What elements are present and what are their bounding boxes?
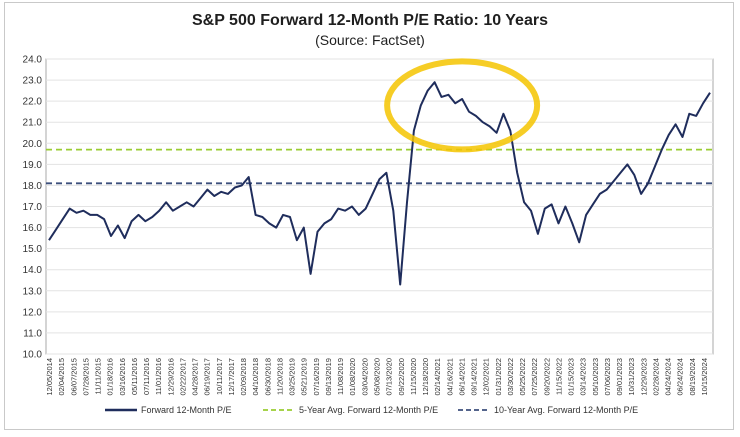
x-tick-label: 01/18/2016 — [106, 358, 115, 396]
y-tick-label: 13.0 — [23, 286, 43, 297]
y-tick-label: 21.0 — [23, 118, 43, 129]
chart-title: S&P 500 Forward 12-Month P/E Ratio: 10 Y… — [192, 12, 548, 29]
x-tick-label: 09/22/2020 — [397, 358, 406, 396]
x-tick-label: 05/25/2022 — [518, 358, 527, 396]
x-tick-label: 12/05/2014 — [45, 358, 54, 396]
x-tick-label: 04/10/2018 — [251, 358, 260, 396]
legend-label-10yr-avg: 10-Year Avg. Forward 12-Month P/E — [494, 405, 638, 415]
x-tick-label: 05/08/2020 — [373, 358, 382, 396]
x-tick-label: 10/11/2017 — [215, 358, 224, 395]
y-axis-ticks: 10.0 11.0 12.0 13.0 14.0 15.0 16.0 17.0 18.0 19.0… — [23, 55, 43, 361]
x-tick-label: 02/04/2015 — [57, 358, 66, 396]
legend: Forward 12-Month P/E 5-Year Avg. Forward… — [105, 405, 638, 415]
y-tick-label: 23.0 — [23, 76, 43, 87]
x-tick-label: 01/08/2020 — [348, 358, 357, 396]
x-tick-label: 07/28/2015 — [81, 358, 90, 396]
legend-label-forward-pe: Forward 12-Month P/E — [141, 405, 232, 415]
grid-lines — [46, 58, 713, 355]
y-tick-label: 15.0 — [23, 244, 43, 255]
x-tick-label: 02/14/2021 — [433, 358, 442, 396]
y-tick-label: 20.0 — [23, 139, 43, 150]
x-tick-label: 11/01/2016 — [154, 358, 163, 395]
y-tick-label: 18.0 — [23, 181, 43, 192]
y-tick-label: 24.0 — [23, 55, 43, 66]
x-tick-label: 12/18/2020 — [421, 358, 430, 396]
x-tick-label: 06/30/2018 — [263, 358, 272, 396]
x-tick-label: 02/22/2017 — [178, 358, 187, 396]
y-tick-label: 10.0 — [23, 350, 43, 361]
x-tick-label: 11/20/2018 — [275, 358, 284, 395]
x-tick-label: 06/24/2024 — [676, 358, 685, 396]
x-axis-ticks: 12/05/2014 02/04/2015 06/07/2015 07/28/2015… — [45, 358, 709, 396]
x-tick-label: 01/15/2023 — [567, 358, 576, 396]
x-tick-label: 07/25/2022 — [530, 358, 539, 396]
x-tick-label: 05/10/2023 — [591, 358, 600, 396]
x-tick-label: 06/14/2021 — [457, 358, 466, 396]
x-tick-label: 03/25/2019 — [288, 358, 297, 396]
x-tick-label: 07/11/2016 — [142, 358, 151, 395]
x-tick-label: 09/13/2019 — [324, 358, 333, 396]
reference-lines — [46, 148, 713, 185]
x-tick-label: 05/21/2019 — [300, 358, 309, 396]
y-tick-label: 22.0 — [23, 97, 43, 108]
x-tick-label: 07/16/2019 — [312, 358, 321, 396]
y-tick-label: 17.0 — [23, 202, 43, 213]
series-line-forward-pe — [48, 81, 711, 286]
x-tick-label: 05/11/2016 — [130, 358, 139, 395]
x-tick-label: 02/28/2024 — [651, 358, 660, 396]
x-tick-label: 11/15/2020 — [409, 358, 418, 395]
x-tick-label: 01/31/2022 — [494, 358, 503, 396]
x-tick-label: 12/29/2023 — [639, 358, 648, 396]
x-tick-label: 04/28/2017 — [191, 358, 200, 396]
x-tick-label: 11/15/2022 — [554, 358, 563, 395]
x-tick-label: 04/24/2024 — [664, 358, 673, 396]
x-tick-label: 03/16/2016 — [118, 358, 127, 396]
x-tick-label: 09/20/2022 — [542, 358, 551, 396]
x-tick-label: 03/04/2020 — [360, 358, 369, 396]
y-tick-label: 16.0 — [23, 223, 43, 234]
x-tick-label: 09/01/2023 — [615, 358, 624, 396]
legend-label-5yr-avg: 5-Year Avg. Forward 12-Month P/E — [299, 405, 438, 415]
x-tick-label: 12/02/2021 — [482, 358, 491, 396]
x-tick-label: 10/31/2023 — [627, 358, 636, 396]
x-tick-label: 11/08/2019 — [336, 358, 345, 395]
x-tick-label: 07/13/2020 — [385, 358, 394, 396]
y-tick-label: 14.0 — [23, 265, 43, 276]
x-tick-label: 08/19/2024 — [688, 358, 697, 396]
x-tick-label: 02/09/2018 — [239, 358, 248, 396]
x-tick-label: 12/29/2016 — [166, 358, 175, 396]
x-tick-label: 04/16/2021 — [445, 358, 454, 396]
chart-subtitle: (Source: FactSet) — [315, 32, 425, 48]
x-tick-label: 09/14/2021 — [470, 358, 479, 396]
x-tick-label: 12/17/2017 — [227, 358, 236, 396]
y-tick-label: 11.0 — [23, 328, 42, 339]
x-tick-label: 03/30/2022 — [506, 358, 515, 396]
x-tick-label: 06/19/2017 — [203, 358, 212, 396]
x-tick-label: 11/11/2015 — [94, 358, 103, 394]
x-tick-label: 07/06/2023 — [603, 358, 612, 396]
x-tick-label: 06/07/2015 — [69, 358, 78, 396]
highlight-circle — [384, 58, 541, 153]
y-tick-label: 19.0 — [23, 160, 43, 171]
x-tick-label: 03/14/2023 — [579, 358, 588, 396]
x-tick-label: 10/15/2024 — [700, 358, 709, 396]
y-tick-label: 12.0 — [23, 307, 43, 318]
